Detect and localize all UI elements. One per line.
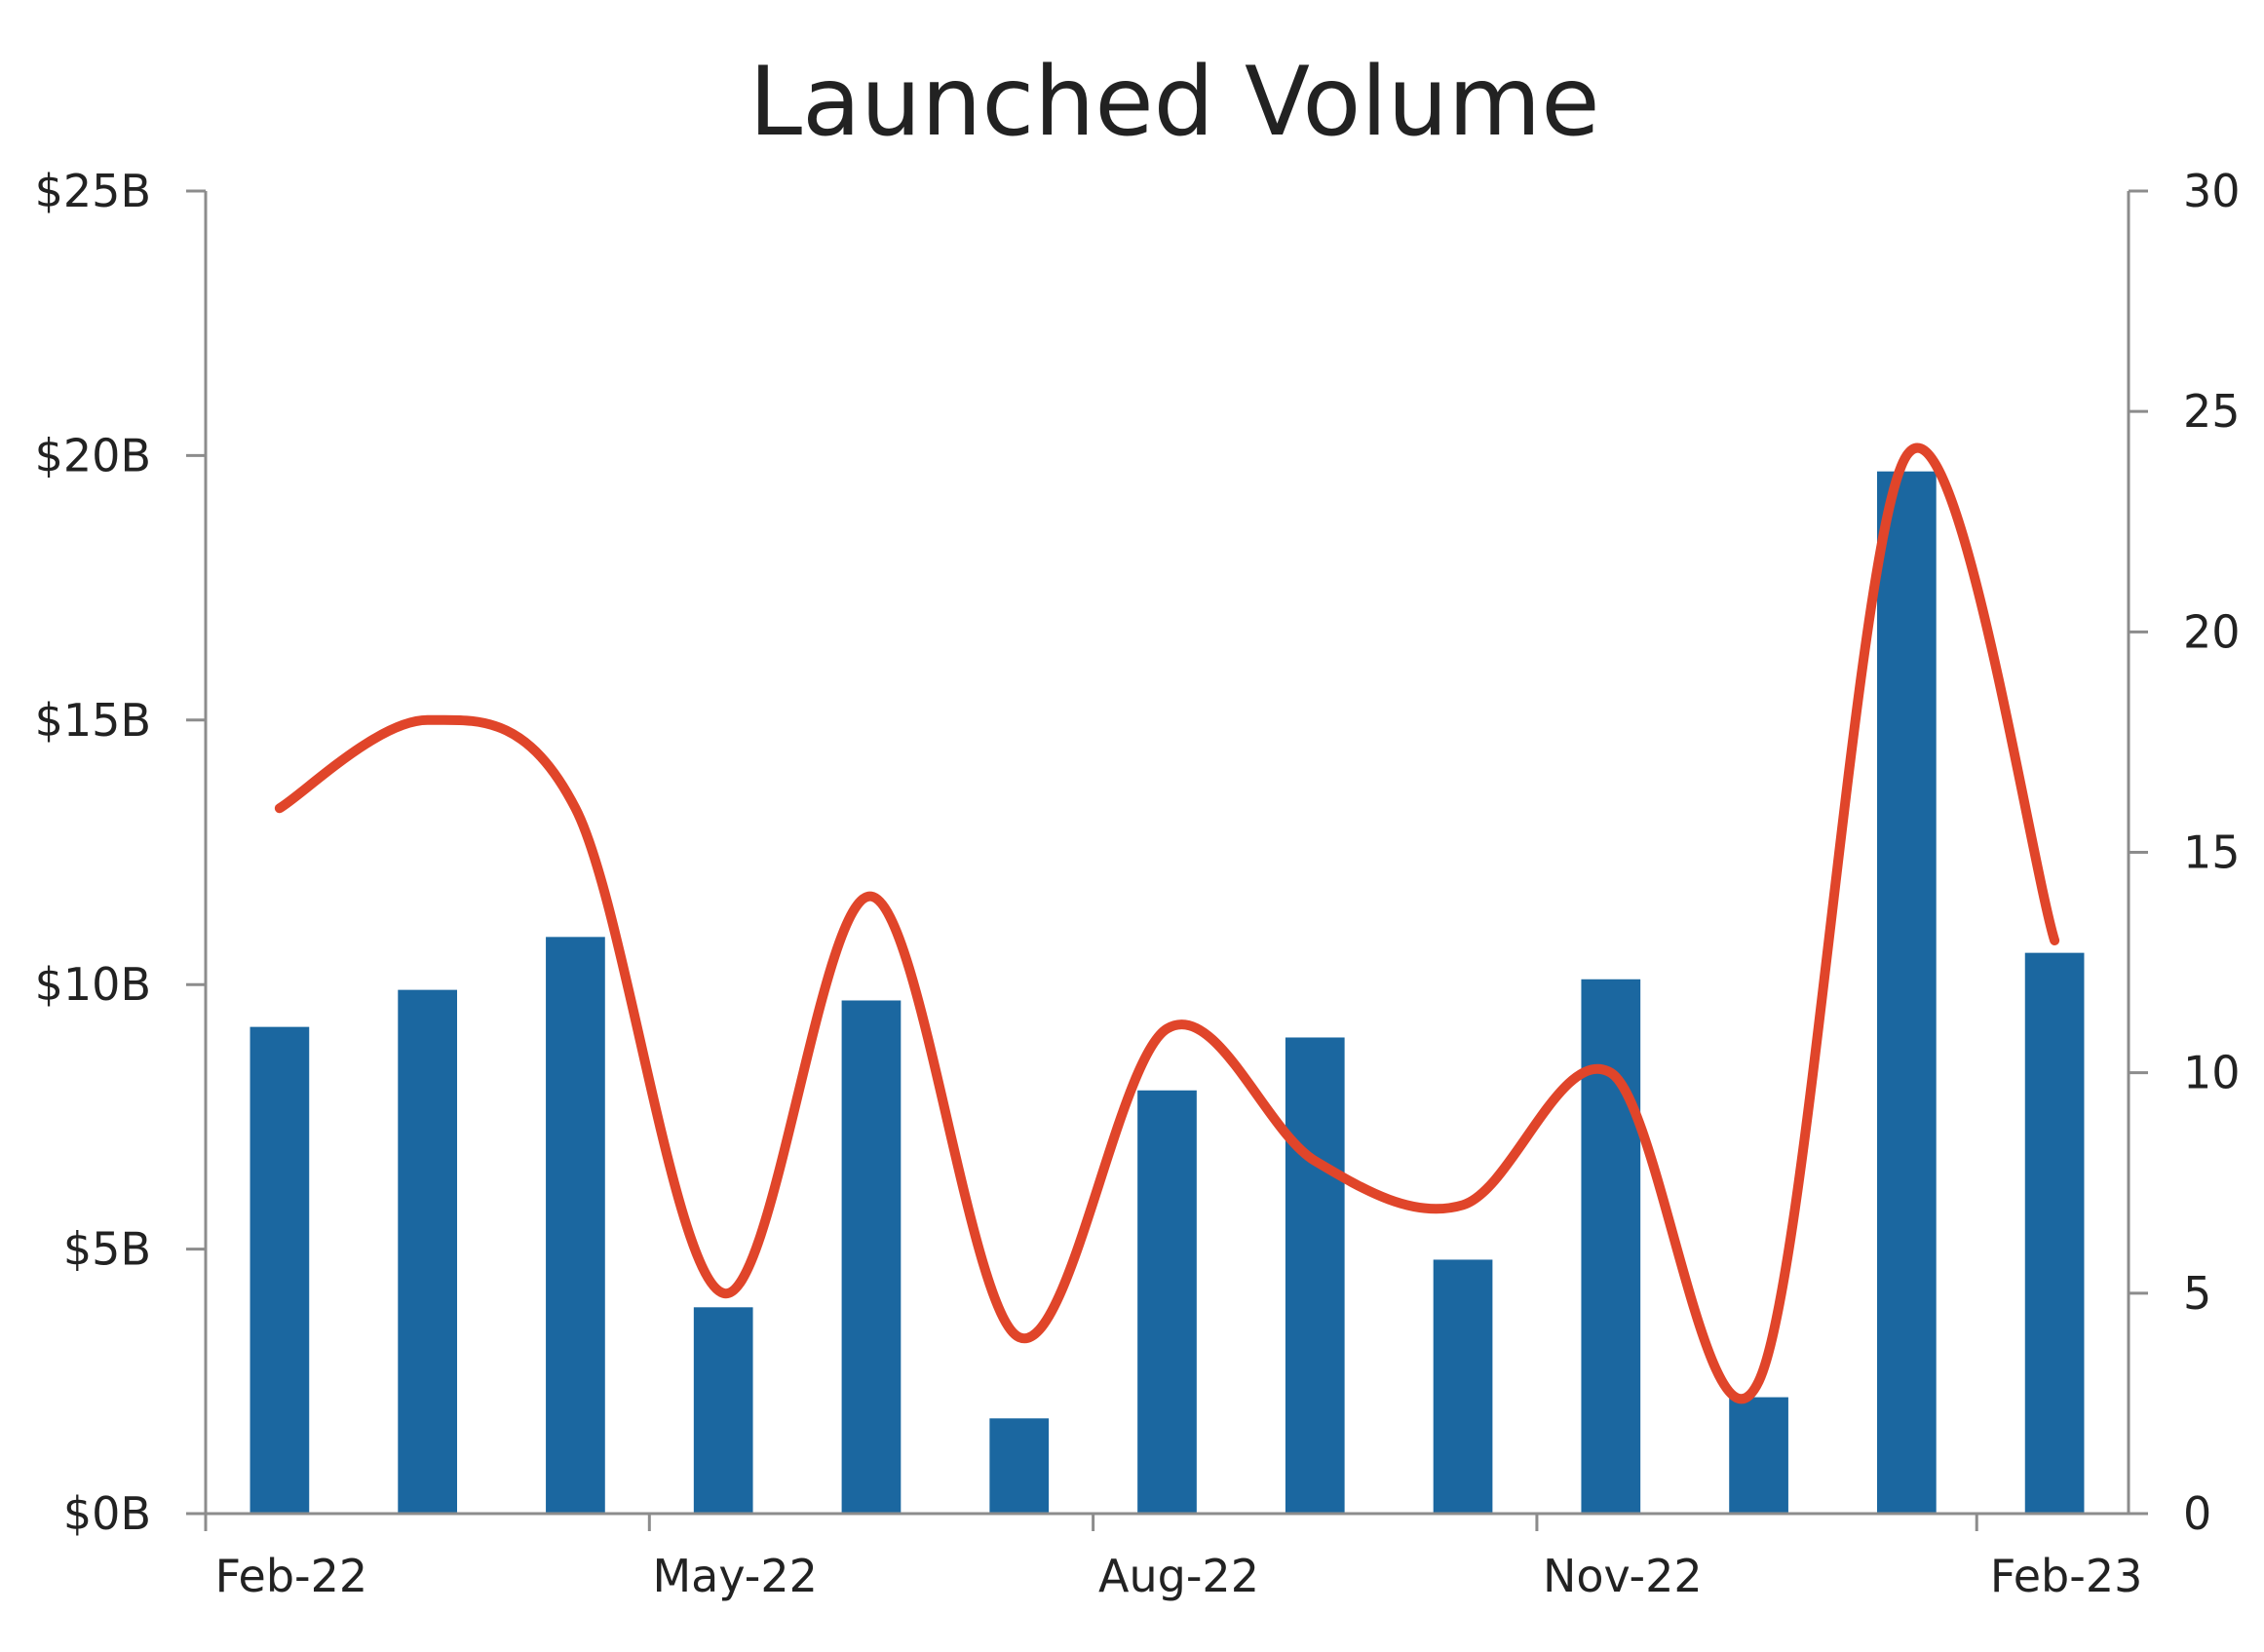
left-tick-label: $15B bbox=[35, 694, 151, 747]
bar bbox=[1137, 1090, 1197, 1514]
right-tick-label: 0 bbox=[2183, 1487, 2211, 1540]
left-tick-label: $10B bbox=[35, 958, 151, 1011]
bar bbox=[693, 1307, 753, 1514]
bar bbox=[1433, 1259, 1493, 1514]
left-tick-label: $20B bbox=[35, 429, 151, 481]
right-tick-label: 5 bbox=[2183, 1267, 2211, 1320]
right-tick-label: 20 bbox=[2183, 605, 2241, 658]
x-tick-label: May-22 bbox=[652, 1550, 817, 1602]
left-y-axis: $0B $5B $10B $15B $20B $25B bbox=[35, 165, 208, 1540]
x-tick-label: Nov-22 bbox=[1543, 1550, 1703, 1602]
bar bbox=[546, 937, 605, 1514]
bar-series bbox=[249, 471, 2085, 1515]
chart-title: Launched Volume bbox=[748, 47, 1599, 158]
right-y-axis: 0 5 10 15 20 25 30 bbox=[2127, 165, 2241, 1540]
left-tick-label: $5B bbox=[63, 1223, 151, 1276]
line-series bbox=[274, 442, 2060, 1404]
bar bbox=[398, 989, 458, 1514]
bar bbox=[2024, 952, 2085, 1514]
bar bbox=[1729, 1397, 1788, 1514]
line-series-path bbox=[274, 442, 2060, 1404]
bar bbox=[1285, 1037, 1345, 1514]
bar bbox=[1581, 979, 1641, 1514]
right-tick-label: 30 bbox=[2183, 165, 2241, 217]
bar bbox=[989, 1418, 1050, 1514]
bar bbox=[841, 1000, 902, 1514]
right-tick-label: 10 bbox=[2183, 1047, 2241, 1099]
x-tick-label: Feb-22 bbox=[215, 1550, 368, 1602]
x-tick-label: Feb-23 bbox=[1990, 1550, 2143, 1602]
x-axis: Feb-22 May-22 Aug-22 Nov-22 Feb-23 bbox=[204, 1512, 2143, 1602]
left-tick-label: $0B bbox=[63, 1487, 151, 1540]
left-tick-label: $25B bbox=[35, 165, 151, 217]
bar bbox=[1876, 471, 1937, 1515]
x-tick-label: Aug-22 bbox=[1098, 1550, 1259, 1602]
bar bbox=[249, 1026, 310, 1514]
right-tick-label: 25 bbox=[2183, 385, 2241, 438]
right-tick-label: 15 bbox=[2183, 826, 2241, 879]
